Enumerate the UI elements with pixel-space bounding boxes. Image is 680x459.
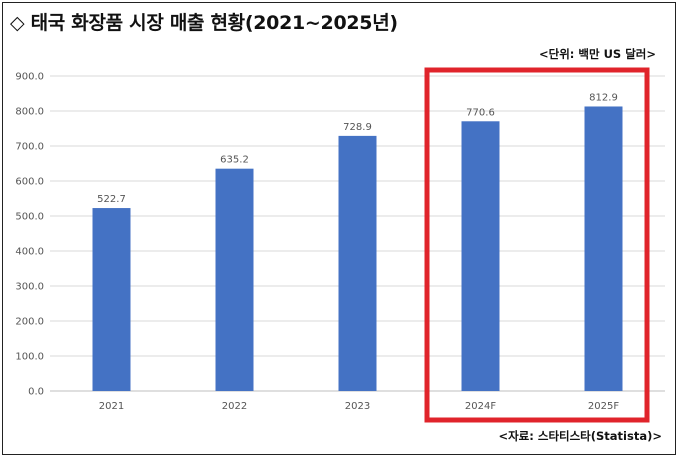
y-tick-label: 700.0 bbox=[15, 142, 44, 153]
data-label-2022: 635.2 bbox=[220, 155, 249, 166]
y-tick-label: 200.0 bbox=[15, 317, 44, 328]
bar-2021 bbox=[92, 208, 131, 391]
forecast-highlight-box bbox=[424, 67, 650, 423]
data-labels: 522.7 635.2 728.9 770.6 812.9 bbox=[97, 92, 618, 205]
data-label-2023: 728.9 bbox=[343, 122, 372, 133]
data-label-2021: 522.7 bbox=[97, 194, 126, 205]
y-tick-label: 0.0 bbox=[28, 387, 44, 398]
source-note: <자료: 스타티스타(Statista)> bbox=[498, 429, 662, 443]
y-tick-label: 500.0 bbox=[15, 212, 44, 223]
y-tick-label: 400.0 bbox=[15, 247, 44, 258]
y-tick-label: 300.0 bbox=[15, 282, 44, 293]
bar-2025F bbox=[584, 106, 623, 392]
data-label-2025F: 812.9 bbox=[589, 92, 618, 103]
y-tick-label: 800.0 bbox=[15, 107, 44, 118]
bar-2022 bbox=[215, 168, 254, 391]
x-tick-label-2024F: 2024F bbox=[465, 401, 496, 412]
y-tick-label: 100.0 bbox=[15, 352, 44, 363]
x-axis: 2021 2022 2023 2024F 2025F bbox=[99, 401, 620, 412]
bar-2023 bbox=[338, 135, 377, 391]
y-tick-label: 600.0 bbox=[15, 177, 44, 188]
y-tick-label: 900.0 bbox=[15, 72, 44, 83]
y-axis: 0.0 100.0 200.0 300.0 400.0 500.0 600.0 700.0 80… bbox=[15, 72, 44, 398]
x-tick-label-2021: 2021 bbox=[99, 401, 124, 412]
unit-note: <단위: 백만 US 달러> bbox=[539, 47, 656, 61]
chart-title: ◇ 태국 화장품 시장 매출 현황(2021~2025년) bbox=[10, 12, 398, 34]
x-tick-label-2025F: 2025F bbox=[588, 401, 619, 412]
x-tick-label-2022: 2022 bbox=[222, 401, 247, 412]
data-label-2024F: 770.6 bbox=[466, 107, 495, 118]
bars bbox=[92, 106, 623, 392]
x-tick-label-2023: 2023 bbox=[345, 401, 370, 412]
bar-2024F bbox=[461, 121, 500, 391]
